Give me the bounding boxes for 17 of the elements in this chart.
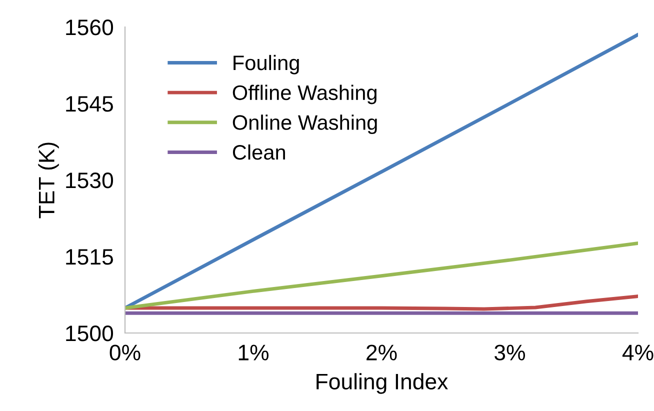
x-tick-label: 3% [494,344,526,360]
y-tick-label: 1530 [66,172,114,188]
legend-label: Online Washing [232,114,377,134]
legend-label: Fouling [234,54,299,74]
line-series [125,242,638,310]
y-axis-title: TET (K) [38,142,59,218]
y-tick-label: 1545 [66,96,113,112]
x-tick-label: 2% [366,344,397,360]
x-axis-title: Fouling Index [316,373,448,394]
x-tick-label: 4% [622,344,654,360]
x-tick-label: 1% [238,344,269,360]
legend-label: Clean [232,144,285,160]
y-tick-label: 1500 [66,326,114,342]
legend-label: Offline Washing [232,84,376,104]
y-tick-label: 1515 [66,249,113,265]
x-tick-label: 0% [110,344,140,360]
y-tick-label: 1560 [66,20,114,36]
